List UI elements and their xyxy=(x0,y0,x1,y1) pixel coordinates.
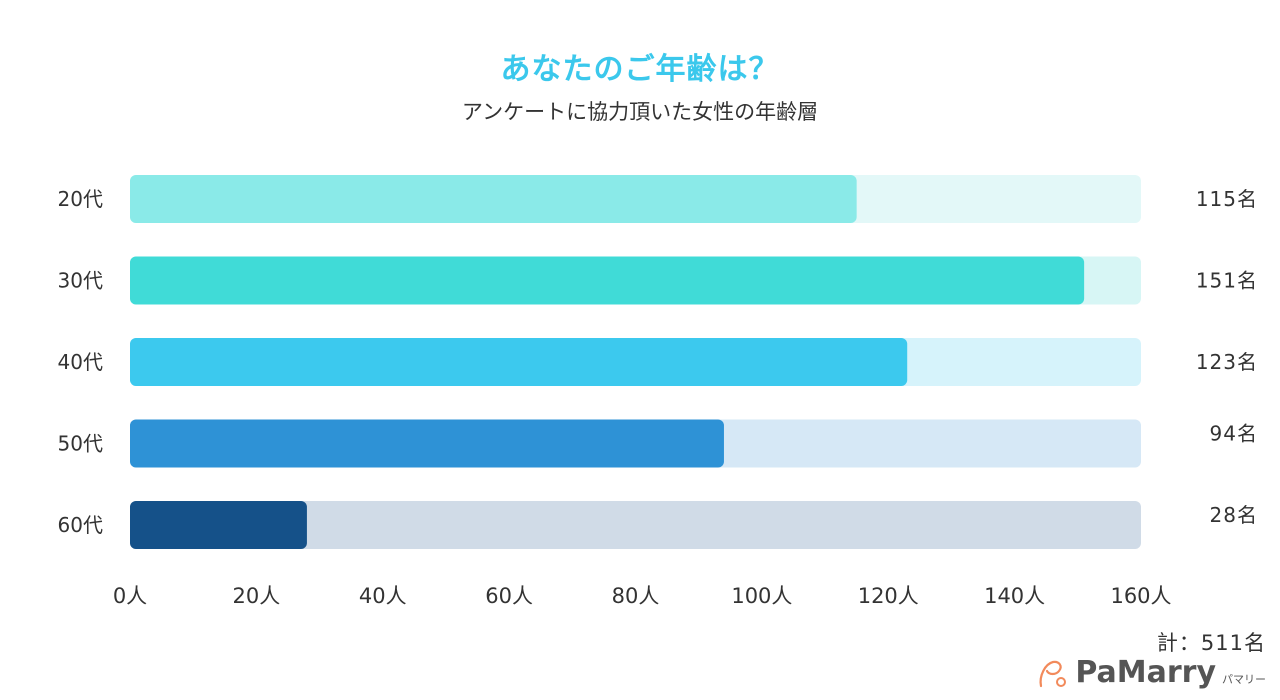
value-label: 115名 xyxy=(1196,187,1258,211)
category-label: 50代 xyxy=(58,432,103,456)
brand-kana: パマリー xyxy=(1222,673,1266,686)
x-tick-label: 0人 xyxy=(113,584,147,608)
x-tick-label: 60人 xyxy=(485,584,533,608)
bar xyxy=(130,175,857,223)
total-count: 計：511名 xyxy=(1156,631,1266,655)
brand-name: PaMarry xyxy=(1075,655,1216,690)
bar xyxy=(130,338,908,386)
x-tick-label: 40人 xyxy=(359,584,407,608)
bar xyxy=(130,256,1085,305)
brand-logo: PaMarry パマリー xyxy=(1035,656,1266,690)
x-tick-label: 100人 xyxy=(731,584,792,608)
bar xyxy=(130,419,724,468)
x-tick-label: 80人 xyxy=(612,584,660,608)
value-label: 94名 xyxy=(1210,422,1258,446)
value-label: 123名 xyxy=(1196,350,1258,374)
x-tick-label: 120人 xyxy=(858,584,919,608)
category-label: 30代 xyxy=(58,269,103,293)
bar-track xyxy=(130,501,1141,549)
category-label: 60代 xyxy=(58,513,103,537)
pamarry-logo-icon xyxy=(1039,660,1067,688)
chart-title: あなたのご年齢は？ xyxy=(500,52,780,87)
bar xyxy=(130,501,307,549)
category-label: 20代 xyxy=(58,187,103,211)
chart-subtitle: アンケートに協力頂いた女性の年齢層 xyxy=(461,100,819,124)
value-label: 28名 xyxy=(1210,503,1258,527)
value-label: 151名 xyxy=(1196,269,1258,293)
category-label: 40代 xyxy=(58,350,103,374)
x-tick-label: 140人 xyxy=(984,584,1045,608)
x-tick-label: 20人 xyxy=(233,584,281,608)
x-tick-label: 160人 xyxy=(1110,584,1171,608)
